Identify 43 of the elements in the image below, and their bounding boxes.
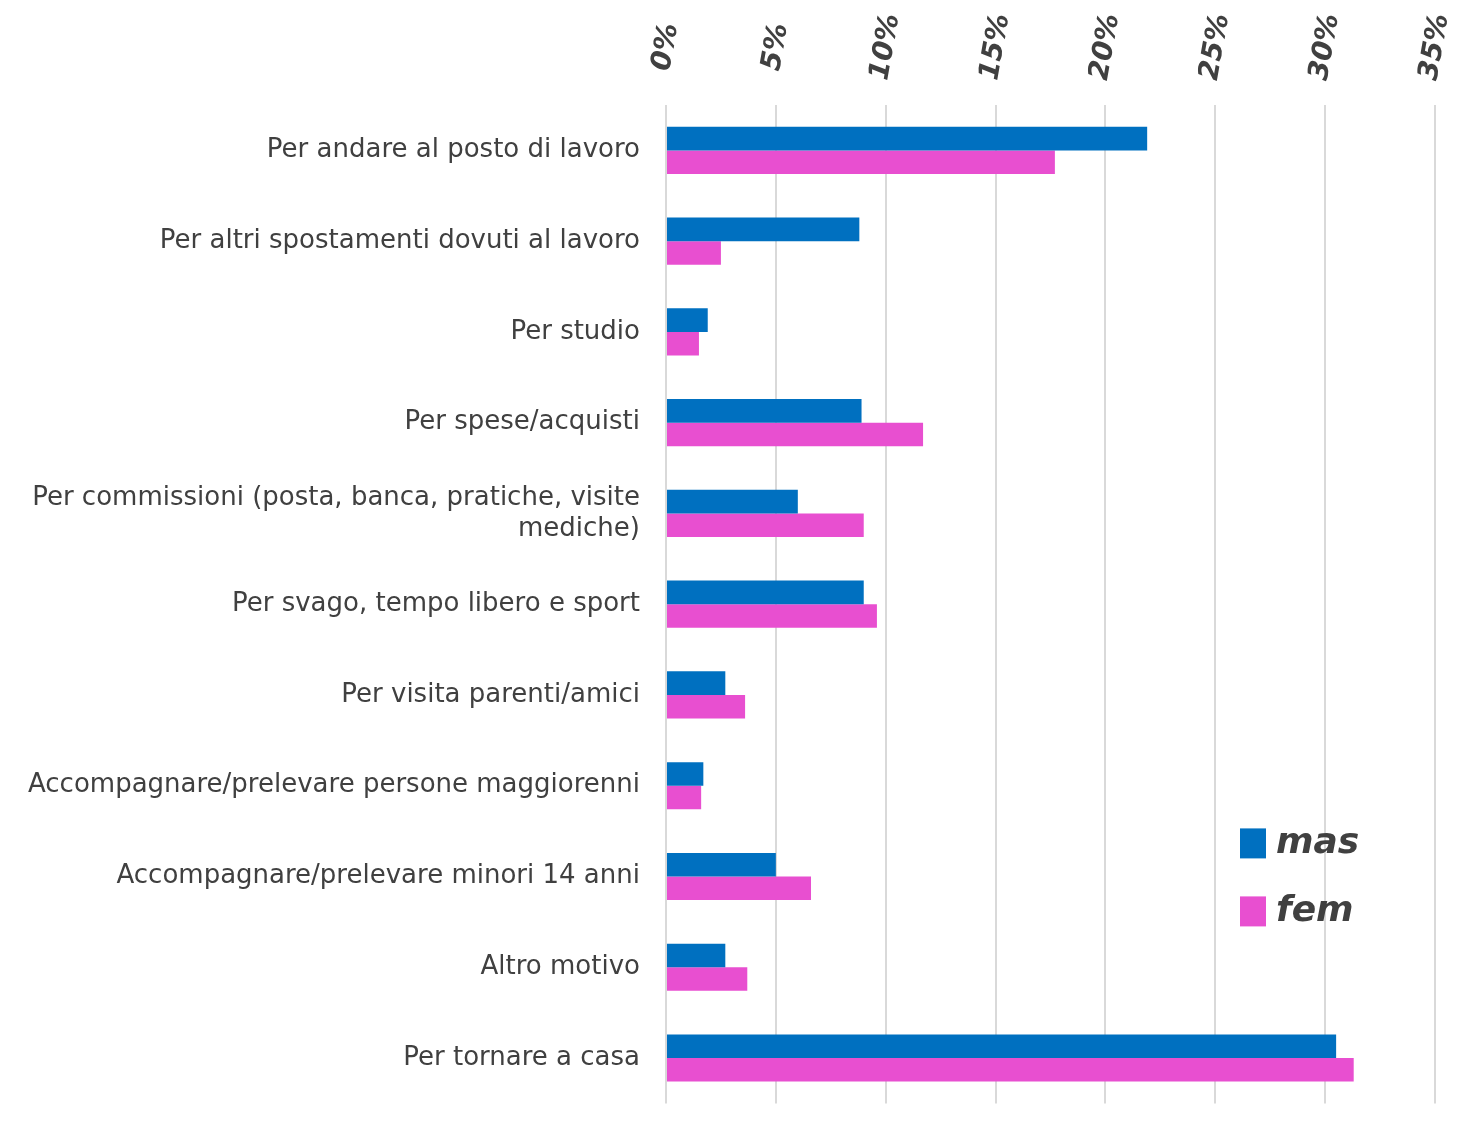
x-tick-label: 5%: [753, 20, 795, 73]
y-tick-label: Accompagnare/prelevare persone maggiorenni: [27, 768, 640, 799]
y-tick-label: Altro motivo: [480, 950, 640, 980]
legend-label: fem: [1276, 887, 1354, 929]
bar: [666, 217, 860, 242]
bar: [666, 1034, 1337, 1059]
bar: [666, 308, 708, 332]
x-tick-label: 20%: [1081, 10, 1126, 83]
bar: [666, 126, 1148, 151]
x-tick-label: 25%: [1191, 10, 1236, 83]
x-tick-label: 30%: [1300, 10, 1346, 83]
x-tick-label: 0%: [643, 20, 685, 73]
bar: [666, 604, 877, 628]
bar: [666, 967, 748, 991]
bar: [666, 331, 699, 356]
y-tick-label: Per studio: [510, 314, 640, 345]
legend-label: mas: [1276, 819, 1360, 861]
y-tick-label: Per tornare a casa: [403, 1040, 640, 1071]
x-tick-label: 10%: [861, 10, 906, 83]
x-tick-label: 35%: [1410, 10, 1455, 83]
bar: [666, 876, 811, 901]
bar: [666, 943, 726, 968]
bar: [666, 785, 702, 810]
bar: [666, 1058, 1354, 1082]
bar: [666, 422, 924, 447]
y-tick-label: Per andare al posto di lavoro: [266, 133, 640, 164]
bar: [666, 852, 776, 877]
bar: [666, 399, 862, 423]
y-tick-label: Per spese/acquisti: [404, 405, 640, 436]
y-tick-label: Accompagnare/prelevare minori 14 anni: [116, 859, 640, 890]
bar: [666, 513, 864, 538]
y-tick-label: Per visita parenti/amici: [341, 677, 640, 708]
y-tick-label: Per altri spostamenti dovuti al lavoro: [159, 223, 640, 254]
bar: [666, 241, 721, 265]
x-tick-label: 15%: [971, 10, 1016, 83]
bar: [666, 694, 746, 719]
bar: [666, 489, 798, 514]
y-tick-label: Per commissioni (posta, banca, pratiche, visite mediche): [32, 480, 640, 542]
bar: [666, 762, 704, 786]
bar: [666, 150, 1055, 174]
y-tick-label: Per svago, tempo libero e sport: [231, 586, 640, 617]
bar: [666, 580, 864, 605]
bar: [666, 671, 726, 695]
